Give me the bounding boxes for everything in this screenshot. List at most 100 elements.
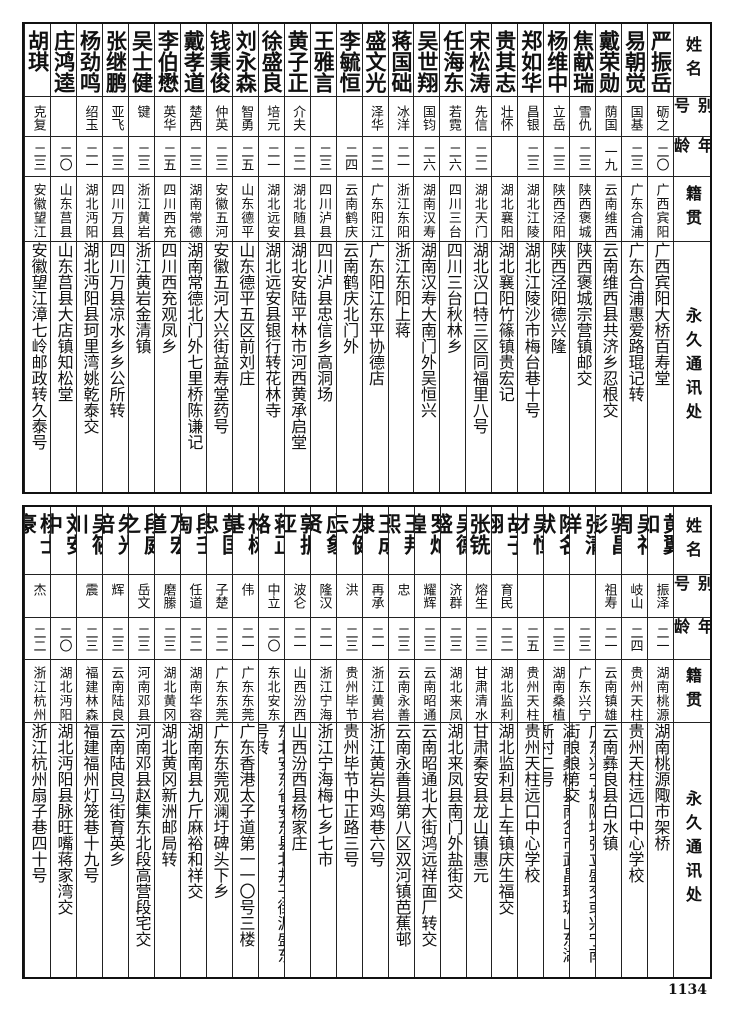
person-address: 湖北远安县银行转花林寺 — [262, 242, 282, 418]
cell-origin: 浙江黄岩 — [363, 660, 388, 723]
person-origin: 安徽五河 — [212, 183, 228, 239]
person-origin: 山东莒县 — [56, 183, 72, 239]
person-address: 四川三台秋林乡 — [443, 242, 463, 354]
person-address: 广东兴宁坜陂圩张立盛交或兴宁南街娘娘第交 — [570, 723, 595, 963]
cell-origin: 广东东莞 — [233, 660, 258, 723]
cell-address: 广东阳江东平协德店 — [363, 242, 388, 492]
person-origin: 湖北沔阳 — [56, 666, 72, 722]
person-name: 杨劲鸣 — [77, 30, 102, 93]
cell-age: 二四 — [622, 618, 647, 660]
cell-alias: 介夫 — [284, 97, 310, 137]
cell-age: 二一 — [285, 618, 310, 660]
person-address: 四川泸县忠信乡高洞场 — [314, 242, 334, 402]
person-alias: 昌银 — [523, 105, 539, 131]
person-address: 浙江黄岩头鸡巷六号 — [366, 723, 386, 867]
person-origin: 福建林森 — [82, 666, 98, 722]
person-age: 二三 — [108, 626, 124, 652]
cell-address: 甘肃秦安县龙山镇惠元 — [467, 723, 491, 977]
person-origin: 广东合浦 — [627, 183, 643, 239]
person-name: 蒋正路 — [259, 513, 284, 555]
cell-age: 二五 — [232, 137, 258, 177]
person-address: 湖北沔阳县脉旺嘴蒋家湾交 — [54, 723, 74, 915]
person-origin: 云南镇雄 — [601, 666, 617, 722]
header-label: 籍贯 — [683, 185, 702, 233]
cell-age: 二一 — [258, 137, 284, 177]
person-origin: 湖北江陵 — [523, 183, 539, 239]
person-column: 杨士豪杰二二 浙江杭州 浙江杭州扇子巷四十号 — [24, 507, 50, 977]
cell-name: 骆昌彭 — [596, 507, 621, 575]
cell-name: 胡琪 — [25, 24, 51, 97]
cell-address: 四川三台秋林乡 — [440, 242, 465, 492]
cell-origin: 湖南汉寿 — [414, 177, 440, 242]
person-origin: 广西宾阳 — [653, 183, 669, 239]
person-column: 段庭之 岳文 二三 河南邓县 河南邓县赵集东北段高营段宅交 — [128, 507, 154, 977]
cell-name: 张继鹏 — [103, 24, 128, 97]
person-alias: 耀辉 — [420, 583, 436, 609]
cell-address: 湖北沔阳县脉旺嘴蒋家湾交 — [51, 723, 76, 977]
cell-age: 二三 — [129, 618, 154, 660]
cell-age: 二三 — [544, 618, 569, 660]
cell-name: 万宏道 — [155, 507, 180, 575]
person-column: 焦献瑞 雪仇 二三 陕西褒城 陕西褒城宗营镇邮交 — [569, 24, 596, 492]
cell-name: 严振岳 — [648, 24, 673, 97]
person-name: 万宏道 — [155, 513, 180, 555]
cell-name: 易朝觉 — [622, 24, 648, 97]
person-address: 云南昭通北大街鸿远祥面厂转交 — [418, 723, 438, 947]
person-origin: 河南邓县 — [134, 666, 150, 722]
cell-address: 贵州天柱远口中心学校 — [518, 723, 543, 977]
person-alias: 壮怀 — [497, 105, 513, 131]
cell-origin: 四川三台 — [440, 177, 466, 242]
person-address: 云南维西县共济乡忍根交 — [599, 242, 619, 418]
cell-origin: 广东东莞 — [207, 660, 232, 723]
person-address: 山西汾西县杨家庄 — [288, 723, 308, 851]
person-name: 林树基 — [233, 513, 258, 555]
cell-age: 二二 — [181, 618, 206, 660]
person-name: 龙健云 — [337, 513, 362, 555]
person-alias: 洪 — [342, 583, 358, 596]
cell-name: 刘永森 — [232, 24, 258, 97]
cell-origin: 湖北江陵 — [518, 177, 544, 242]
cell-origin: 云南永善 — [389, 660, 414, 723]
roster-table-top: 姓名 别号 年龄 籍贯 永久通讯处 严振岳 砺之 二〇 广西宾阳 广西宾阳大桥百寿堂 易朝觉 国基 二三… — [22, 22, 712, 494]
person-alias: 雪仇 — [575, 105, 591, 131]
cell-name: 钱秉俊 — [206, 24, 232, 97]
person-alias: 中立 — [264, 583, 280, 609]
cell-alias: 震 — [77, 575, 102, 618]
cell-address: 湖南桃源陬市架桥 — [648, 723, 673, 977]
cell-origin: 山东莒县 — [51, 177, 77, 242]
cell-alias: 耀辉 — [415, 575, 440, 618]
cell-age: 二一 — [388, 137, 414, 177]
person-age: 二五 — [160, 145, 176, 171]
person-alias: 先信 — [471, 105, 487, 131]
cell-name: 贵其志 — [492, 24, 518, 97]
cell-origin: 浙江杭州 — [25, 660, 50, 723]
cell-address: 云南彝良县白水镇 — [596, 723, 621, 977]
person-alias: 忠 — [394, 583, 410, 596]
cell-origin: 湖北天门 — [466, 177, 492, 242]
cell-age: 二三 — [441, 618, 466, 660]
cell-address: 湖南汉寿大南门外吴恒兴 — [414, 242, 439, 492]
person-name: 吴德盛 — [441, 513, 466, 555]
cell-origin: 广西宾阳 — [648, 177, 673, 242]
person-address: 湖北江陵沙市梅台巷十号 — [521, 242, 541, 418]
cell-age: 二〇 — [648, 137, 673, 177]
person-column: 吴恒材 二五 贵州天柱 贵州天柱远口中心学校 — [517, 507, 543, 977]
cell-origin: 湖北黄冈 — [155, 660, 180, 723]
cell-address: 广西宾阳大桥百寿堂 — [648, 242, 673, 492]
person-name: 杨维中 — [544, 30, 569, 93]
page-number: 1134 — [668, 982, 707, 998]
person-name: 吴筱川 — [77, 513, 102, 555]
person-name: 吴礼周 — [622, 513, 647, 555]
person-column: 张继鹏 亚飞 二三 四川万县 四川万县凉水乡乡公所转 — [102, 24, 128, 492]
cell-origin: 湖南常德 — [180, 177, 206, 242]
person-origin: 广东兴宁 — [575, 666, 591, 722]
cell-address: 四川西充观凤乡 — [155, 242, 180, 492]
person-origin: 浙江黄岩 — [368, 666, 384, 722]
person-alias: 再承 — [368, 583, 384, 609]
cell-age: 二三 — [570, 618, 595, 660]
person-column: 王雅言 二三 四川泸县 四川泸县忠信乡高洞场 — [309, 24, 336, 492]
person-column: 张清祥 二三 广东兴宁 广东兴宁坜陂圩张立盛交或兴宁南街娘娘第交 — [569, 507, 595, 977]
cell-origin: 浙江宁海 — [311, 660, 336, 723]
person-name: 刘安中 — [51, 513, 76, 555]
cell-age: 二四 — [336, 137, 362, 177]
